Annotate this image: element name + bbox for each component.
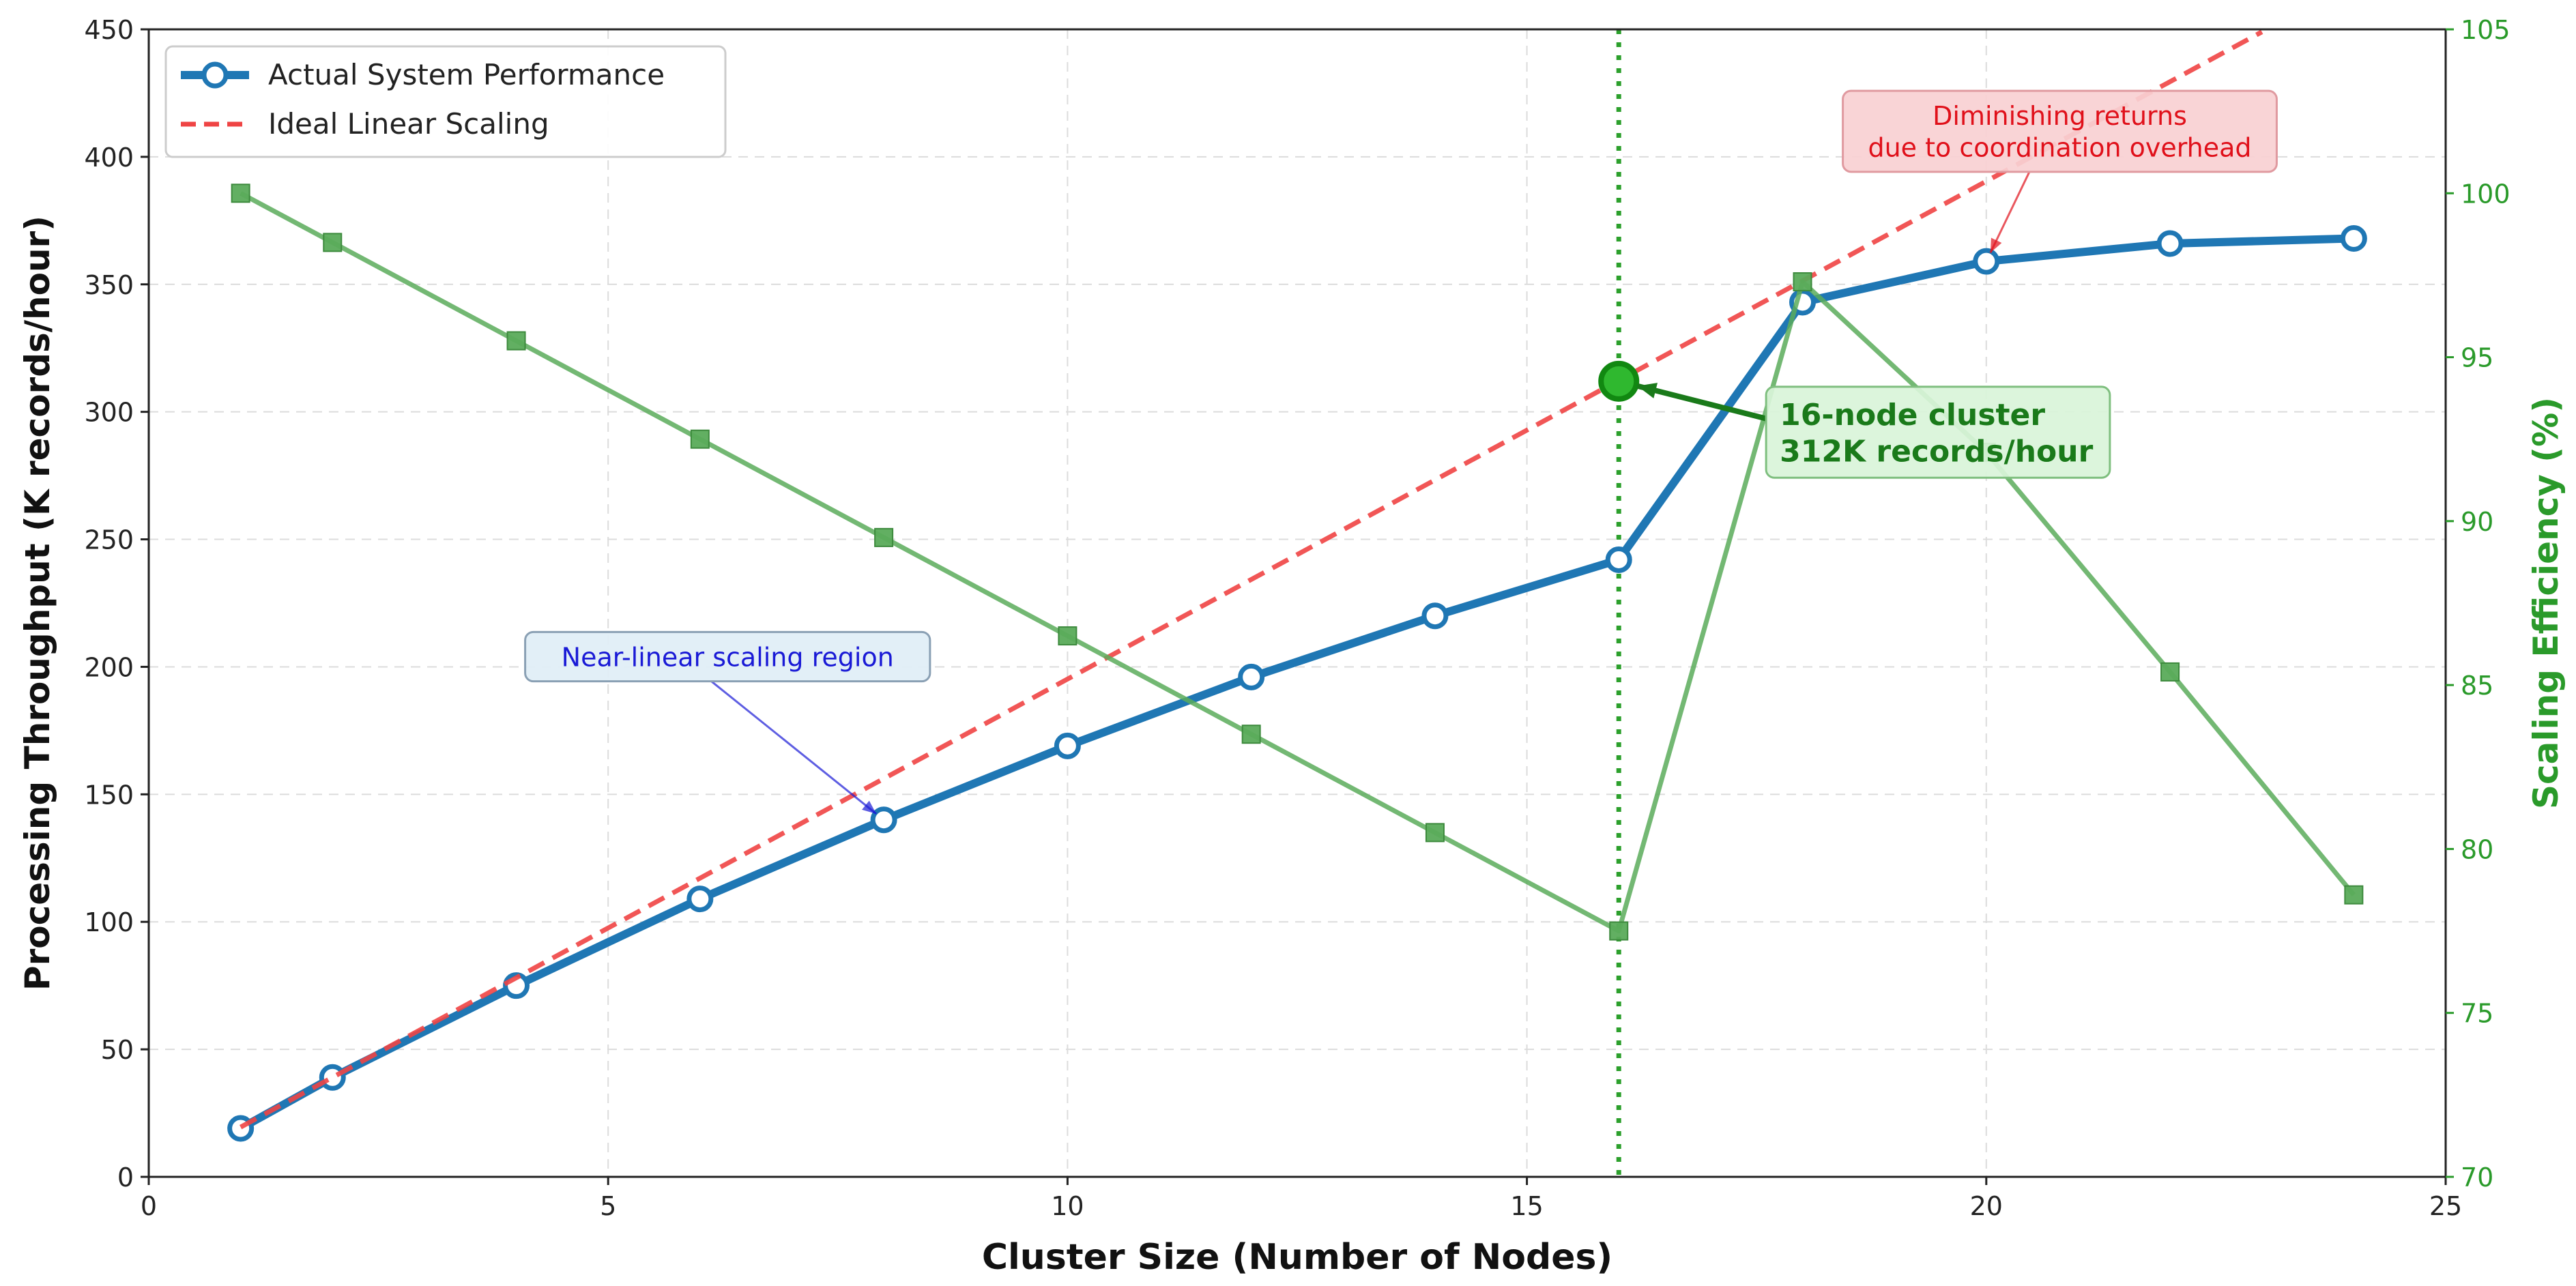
efficiency-point (690, 429, 710, 449)
x-axis-label: Cluster Size (Number of Nodes) (982, 1237, 1612, 1278)
data-point (1605, 546, 1632, 573)
annotation-text: Near-linear scaling region (562, 642, 894, 672)
data-point (1238, 663, 1265, 690)
y-tick-label: 100 (84, 907, 134, 937)
data-point (2156, 230, 2184, 257)
annotation-box (1842, 89, 2278, 173)
y2-tick-label: 105 (2461, 15, 2510, 45)
legend-label: Ideal Linear Scaling (268, 107, 549, 141)
legend-label: Actual System Performance (268, 58, 665, 91)
efficiency-point (874, 527, 894, 547)
legend-swatch-marker (201, 61, 229, 89)
data-point (1973, 248, 2000, 275)
annotation-arrowhead (1990, 237, 2002, 253)
annotation-arrow (1636, 383, 1767, 422)
plot-background (149, 29, 2446, 1177)
y2-axis-label: Scaling Efficiency (%) (2526, 397, 2566, 809)
y2-tick-label: 100 (2461, 179, 2510, 209)
y2-tick-label: 90 (2461, 507, 2493, 537)
annotation-arrowhead (1637, 383, 1658, 398)
x-tick-label: 15 (1510, 1191, 1543, 1221)
y2-tick-label: 85 (2461, 671, 2493, 701)
annotation-box (1765, 385, 2111, 479)
annotation-text: Diminishing returns (1933, 101, 2187, 131)
annotation-arrow (1989, 171, 2031, 254)
y2-tick-label: 75 (2461, 999, 2493, 1029)
data-point (1421, 602, 1449, 630)
y-tick-label: 50 (101, 1035, 134, 1065)
y-tick-label: 250 (84, 525, 134, 555)
legend: Actual System Performance Ideal Linear Sc… (164, 45, 727, 158)
y2-tick-label: 70 (2461, 1163, 2493, 1193)
y-tick-label: 400 (84, 143, 134, 173)
x-tick-label: 10 (1051, 1191, 1084, 1221)
efficiency-point (323, 233, 343, 252)
y2-tick-label: 95 (2461, 343, 2493, 373)
axes-layer: 0 5 10 15 20 25050100150200250300350400450707… (18, 15, 2566, 1278)
efficiency-point (506, 331, 526, 351)
y-axis-label: Processing Throughput (K records/hour) (18, 216, 57, 991)
annotation-near-linear: Near-linear scaling region (524, 630, 931, 815)
series-layer (227, 29, 2367, 1142)
efficiency-point (2344, 885, 2364, 905)
annotation-arrow (710, 680, 878, 815)
y-tick-label: 150 (84, 780, 134, 810)
x-tick-label: 20 (1970, 1191, 2003, 1221)
efficiency-point (1058, 626, 1077, 646)
data-point (319, 1064, 346, 1091)
x-tick-label: 25 (2429, 1191, 2462, 1221)
annotation-text: due to coordination overhead (1868, 133, 2251, 163)
highlight-point (1598, 360, 1640, 402)
x-tick-label: 0 (141, 1191, 157, 1221)
efficiency-point (1425, 823, 1445, 843)
y-tick-label: 300 (84, 398, 134, 428)
efficiency-point (1793, 272, 1812, 292)
y-tick-label: 350 (84, 270, 134, 300)
annotation-text: 16-node cluster (1780, 398, 2045, 433)
annotation-layer: Near-linear scaling region Diminishing re… (524, 89, 2278, 815)
series-line-1 (239, 29, 2263, 1130)
x-tick-label: 5 (600, 1191, 616, 1221)
y-tick-label: 0 (117, 1163, 134, 1193)
annotation-box (524, 630, 931, 683)
efficiency-point (231, 184, 250, 203)
efficiency-point (2160, 662, 2180, 682)
data-point (1054, 732, 1081, 759)
legend-box (164, 45, 727, 158)
data-point (2340, 224, 2367, 252)
annotation-arrowhead (862, 800, 877, 814)
annotation-text: 312K records/hour (1780, 435, 2093, 469)
y-tick-label: 450 (84, 15, 134, 45)
y2-tick-label: 80 (2461, 834, 2493, 864)
data-point (870, 806, 897, 834)
plot-frame (147, 28, 2447, 1178)
data-point (686, 886, 714, 913)
efficiency-point (1609, 921, 1629, 941)
y-tick-label: 200 (84, 652, 134, 682)
efficiency-point (1241, 725, 1261, 744)
